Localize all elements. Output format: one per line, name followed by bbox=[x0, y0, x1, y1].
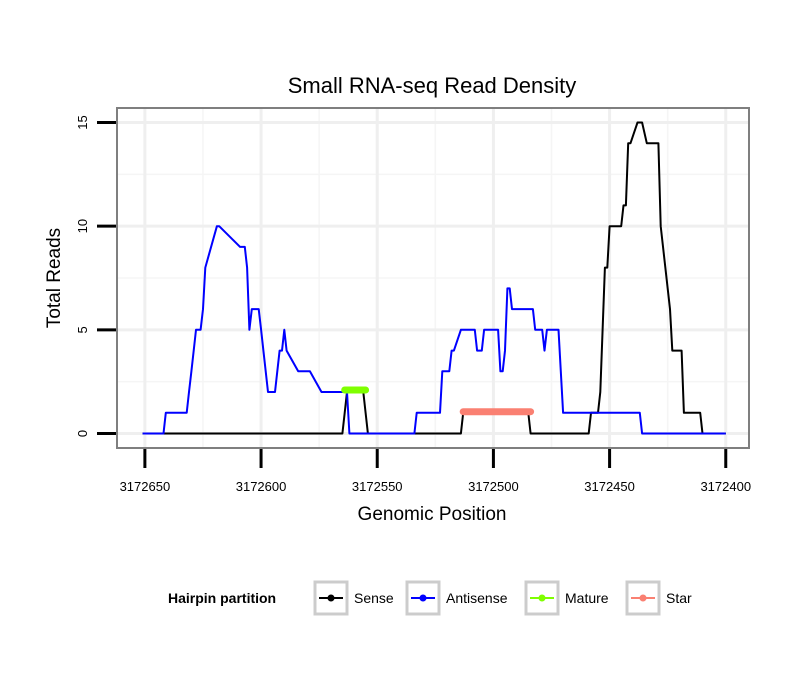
y-tick-label: 0 bbox=[75, 430, 90, 437]
legend: Hairpin partition Sense Antisense Mature St… bbox=[168, 580, 692, 616]
x-tick-label: 3172500 bbox=[468, 479, 519, 494]
series-layer bbox=[142, 121, 726, 435]
plot-panel-border bbox=[116, 107, 750, 449]
legend-label: Mature bbox=[565, 590, 609, 606]
x-tick-label: 3172650 bbox=[120, 479, 171, 494]
legend-key-point bbox=[419, 594, 427, 602]
y-tick-label: 5 bbox=[75, 326, 90, 333]
x-tick-label: 3172550 bbox=[352, 479, 403, 494]
legend-key-point bbox=[639, 594, 647, 602]
legend-label: Antisense bbox=[446, 590, 508, 606]
legend-title: Hairpin partition bbox=[168, 590, 276, 606]
series-antisense bbox=[142, 225, 726, 435]
legend-key-point bbox=[538, 594, 546, 602]
y-axis-title: Total Reads bbox=[44, 228, 65, 328]
y-tick-label: 10 bbox=[75, 219, 90, 233]
legend-item-sense: Sense bbox=[313, 580, 394, 616]
x-tick-label: 3172400 bbox=[700, 479, 751, 494]
x-axis-title: Genomic Position bbox=[358, 504, 507, 525]
y-axis: 0 5 10 15 bbox=[75, 115, 116, 437]
legend-label: Star bbox=[666, 590, 692, 606]
x-tick-label: 3172450 bbox=[584, 479, 635, 494]
legend-key-point bbox=[327, 594, 335, 602]
chart-title: Small RNA-seq Read Density bbox=[288, 73, 577, 98]
minor-gridlines bbox=[117, 108, 749, 448]
legend-items: Sense Antisense Mature Star bbox=[313, 580, 692, 616]
legend-label: Sense bbox=[354, 590, 394, 606]
legend-item-antisense: Antisense bbox=[405, 580, 508, 616]
legend-item-star: Star bbox=[625, 580, 692, 616]
x-tick-label: 3172600 bbox=[236, 479, 287, 494]
legend-item-mature: Mature bbox=[524, 580, 609, 616]
x-axis: 3172650 3172600 3172550 3172500 3172450 31724… bbox=[120, 449, 751, 494]
y-tick-label: 15 bbox=[75, 115, 90, 129]
